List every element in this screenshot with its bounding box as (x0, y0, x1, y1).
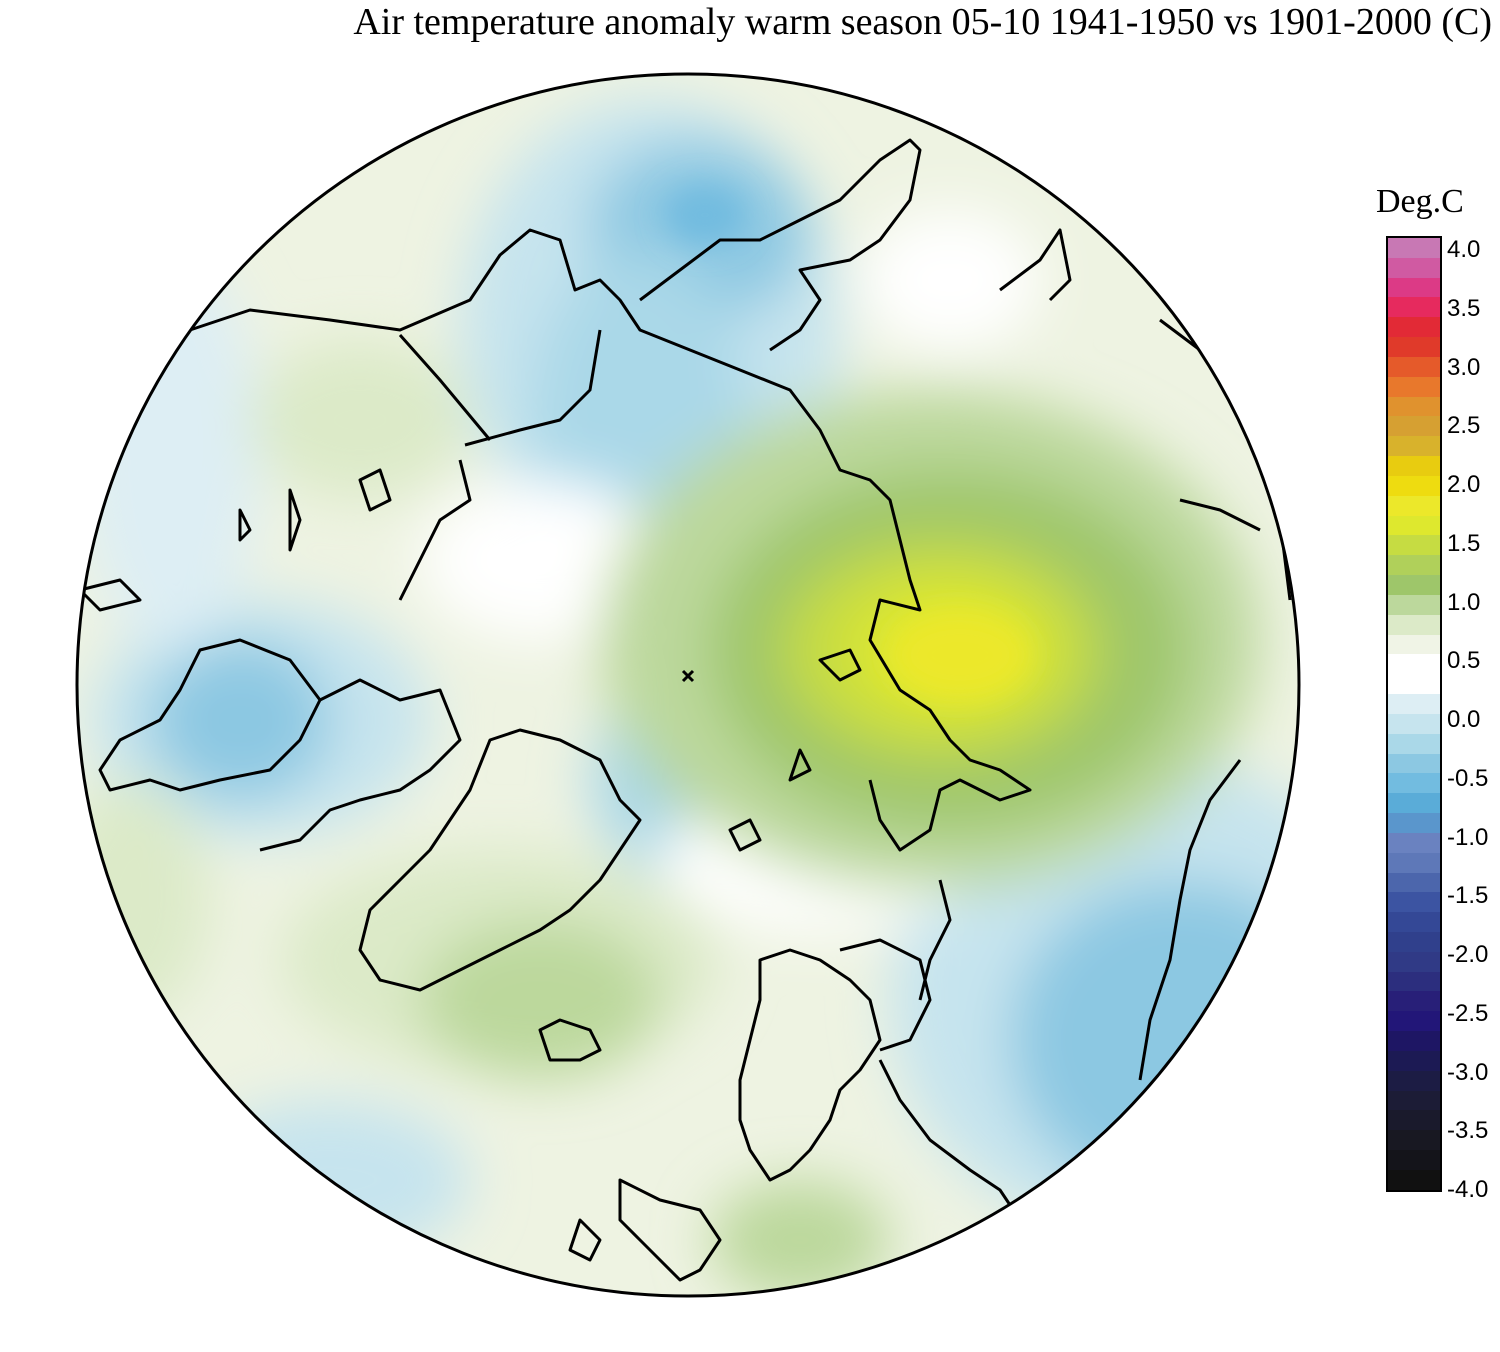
legend-tick-label: 1.5 (1447, 529, 1481, 557)
legend-tick-label: 3.5 (1447, 294, 1481, 322)
map-title: Air temperature anomaly warm season 05-1… (353, 1, 1492, 43)
legend-swatch (1388, 793, 1440, 814)
legend-swatch (1388, 475, 1440, 496)
legend-tick-label: -2.5 (1447, 999, 1489, 1027)
legend-swatch (1388, 575, 1440, 595)
coastlines (78, 138, 1292, 1282)
legend-swatch (1388, 872, 1440, 893)
legend-swatch (1388, 753, 1440, 774)
legend-swatch (1388, 1110, 1440, 1131)
legend-swatch (1388, 713, 1440, 734)
legend-swatch (1388, 495, 1440, 516)
legend-swatch (1388, 1050, 1440, 1071)
legend-swatch (1388, 297, 1440, 318)
legend-swatch (1388, 832, 1440, 853)
legend-swatch (1388, 1011, 1440, 1032)
legend-swatch (1388, 634, 1440, 655)
legend-swatch (1388, 951, 1440, 972)
legend-tick-label: -4.0 (1447, 1176, 1489, 1203)
legend-swatch (1388, 852, 1440, 873)
legend-swatch (1388, 257, 1440, 278)
legend-swatch (1388, 356, 1440, 377)
legend-tick-label: -3.5 (1447, 1117, 1489, 1145)
legend-tick-label: 0.0 (1447, 706, 1481, 733)
legend-swatch (1388, 1070, 1440, 1091)
legend-swatch (1388, 674, 1440, 695)
legend-tick-label: 4.0 (1447, 236, 1481, 263)
legend-swatch (1388, 931, 1440, 952)
legend-swatch (1388, 337, 1440, 357)
legend-swatch (1388, 396, 1440, 417)
legend-tick-label: -1.5 (1447, 882, 1489, 910)
legend-swatch (1388, 317, 1440, 338)
legend-swatch (1388, 416, 1440, 437)
north-pole-marker (681, 669, 695, 683)
legend-tick-label: 2.0 (1447, 471, 1481, 498)
legend-swatch (1388, 535, 1440, 556)
legend-swatch (1388, 912, 1440, 932)
legend-swatch (1388, 733, 1440, 754)
map-border (75, 72, 1301, 1298)
legend-swatch (1388, 991, 1440, 1012)
color-legend (1386, 236, 1442, 1192)
legend-swatch (1388, 971, 1440, 992)
legend-swatch (1388, 1169, 1440, 1190)
legend-swatch (1388, 456, 1440, 476)
legend-swatch (1388, 614, 1440, 635)
legend-swatch (1388, 594, 1440, 615)
legend-swatch (1388, 773, 1440, 794)
legend-swatch (1388, 555, 1440, 576)
legend-swatch (1388, 654, 1440, 675)
legend-swatch (1388, 1031, 1440, 1051)
legend-tick-label: 1.0 (1447, 588, 1481, 616)
legend-swatch (1388, 376, 1440, 397)
legend-tick-label: 2.5 (1447, 412, 1481, 440)
legend-tick-label: -3.0 (1447, 1058, 1489, 1086)
legend-swatch (1388, 436, 1440, 457)
legend-swatch (1388, 1150, 1440, 1170)
legend-swatch (1388, 1130, 1440, 1151)
legend-tick-label: -2.0 (1447, 941, 1489, 968)
legend-swatch (1388, 238, 1440, 258)
legend-swatch (1388, 694, 1440, 714)
legend-swatch (1388, 892, 1440, 913)
legend-swatch (1388, 1090, 1440, 1111)
legend-tick-label: 0.5 (1447, 647, 1481, 675)
legend-tick-label: 3.0 (1447, 353, 1481, 381)
legend-tick-label: -0.5 (1447, 764, 1489, 792)
legend-tick-label: -1.0 (1447, 823, 1489, 851)
legend-swatch (1388, 813, 1440, 833)
legend-swatch (1388, 277, 1440, 298)
legend-title: Deg.C (1376, 183, 1464, 220)
legend-swatch (1388, 515, 1440, 536)
